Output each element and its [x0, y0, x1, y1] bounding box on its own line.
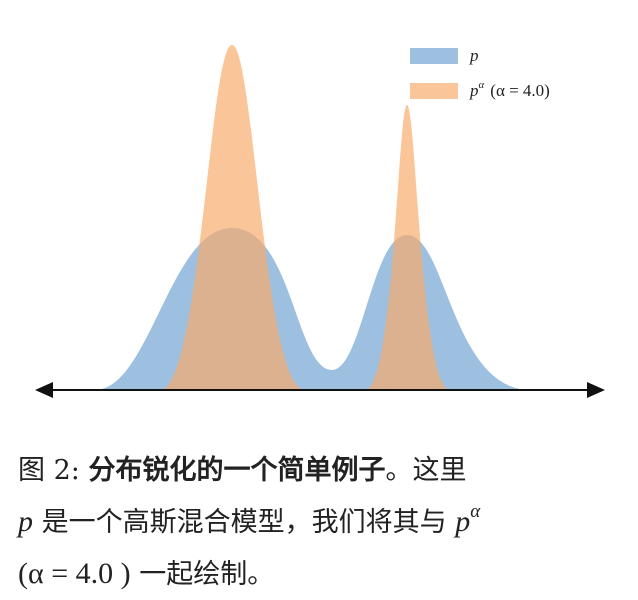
legend-swatch	[410, 48, 458, 64]
legend-label: pα (α = 4.0)	[469, 79, 550, 100]
caption-text: 是一个高斯混合模型，我们将其与	[41, 507, 447, 538]
caption-superscript: α	[470, 501, 481, 522]
legend-swatch	[410, 83, 458, 99]
caption-text: 一起绘制。	[139, 559, 275, 590]
caption-line: 图 2: 分布锐化的一个简单例子。这里	[18, 448, 628, 487]
caption-math: (α = 4.0 )	[18, 557, 131, 590]
legend-superscript: α	[479, 79, 485, 91]
caption-line: (α = 4.0 ) 一起绘制。	[18, 552, 628, 591]
legend-label: p	[469, 46, 479, 65]
caption-line: p 是一个高斯混合模型，我们将其与 pα	[18, 500, 628, 539]
density-p-alpha	[160, 45, 450, 390]
figure: p pα (α = 4.0)	[35, 45, 605, 398]
caption-text: 。这里	[385, 455, 467, 486]
legend-label: p	[469, 81, 479, 100]
caption-title: 分布锐化的一个简单例子	[88, 455, 386, 486]
density-p	[95, 228, 530, 390]
caption-symbol: p	[455, 505, 471, 538]
legend-note: (α = 4.0)	[490, 81, 550, 100]
caption-label: 图 2:	[18, 455, 80, 486]
caption-symbol: p	[18, 505, 33, 538]
